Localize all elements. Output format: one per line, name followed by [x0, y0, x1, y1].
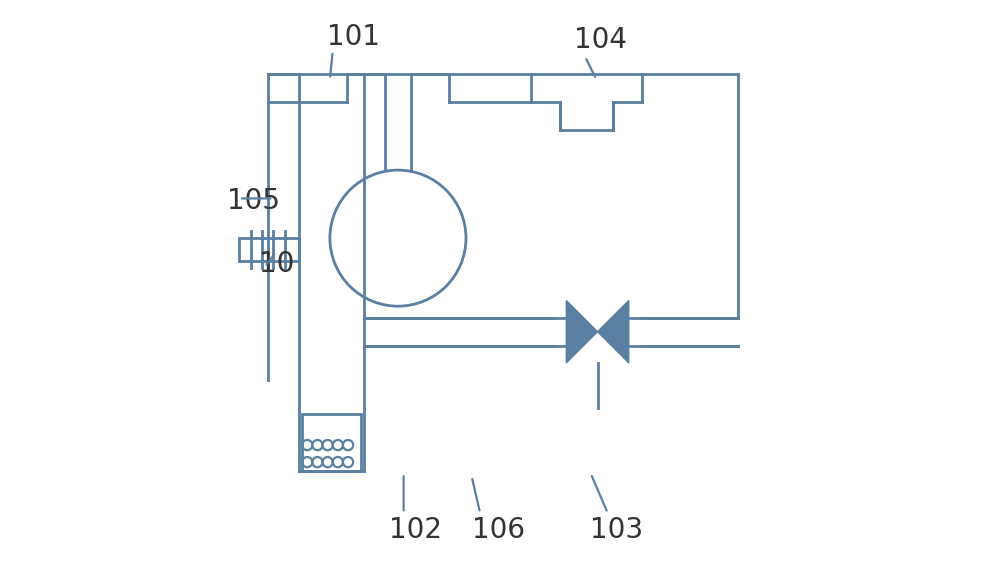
- Text: 105: 105: [227, 187, 280, 215]
- Text: 101: 101: [327, 23, 380, 51]
- Bar: [239, 238, 299, 261]
- Polygon shape: [598, 301, 629, 363]
- Text: 104: 104: [574, 26, 627, 54]
- Bar: [302, 414, 361, 471]
- Text: 106: 106: [472, 516, 525, 544]
- Text: 102: 102: [389, 516, 442, 544]
- Polygon shape: [566, 301, 598, 363]
- Text: 103: 103: [590, 516, 643, 544]
- Text: 10: 10: [259, 249, 294, 278]
